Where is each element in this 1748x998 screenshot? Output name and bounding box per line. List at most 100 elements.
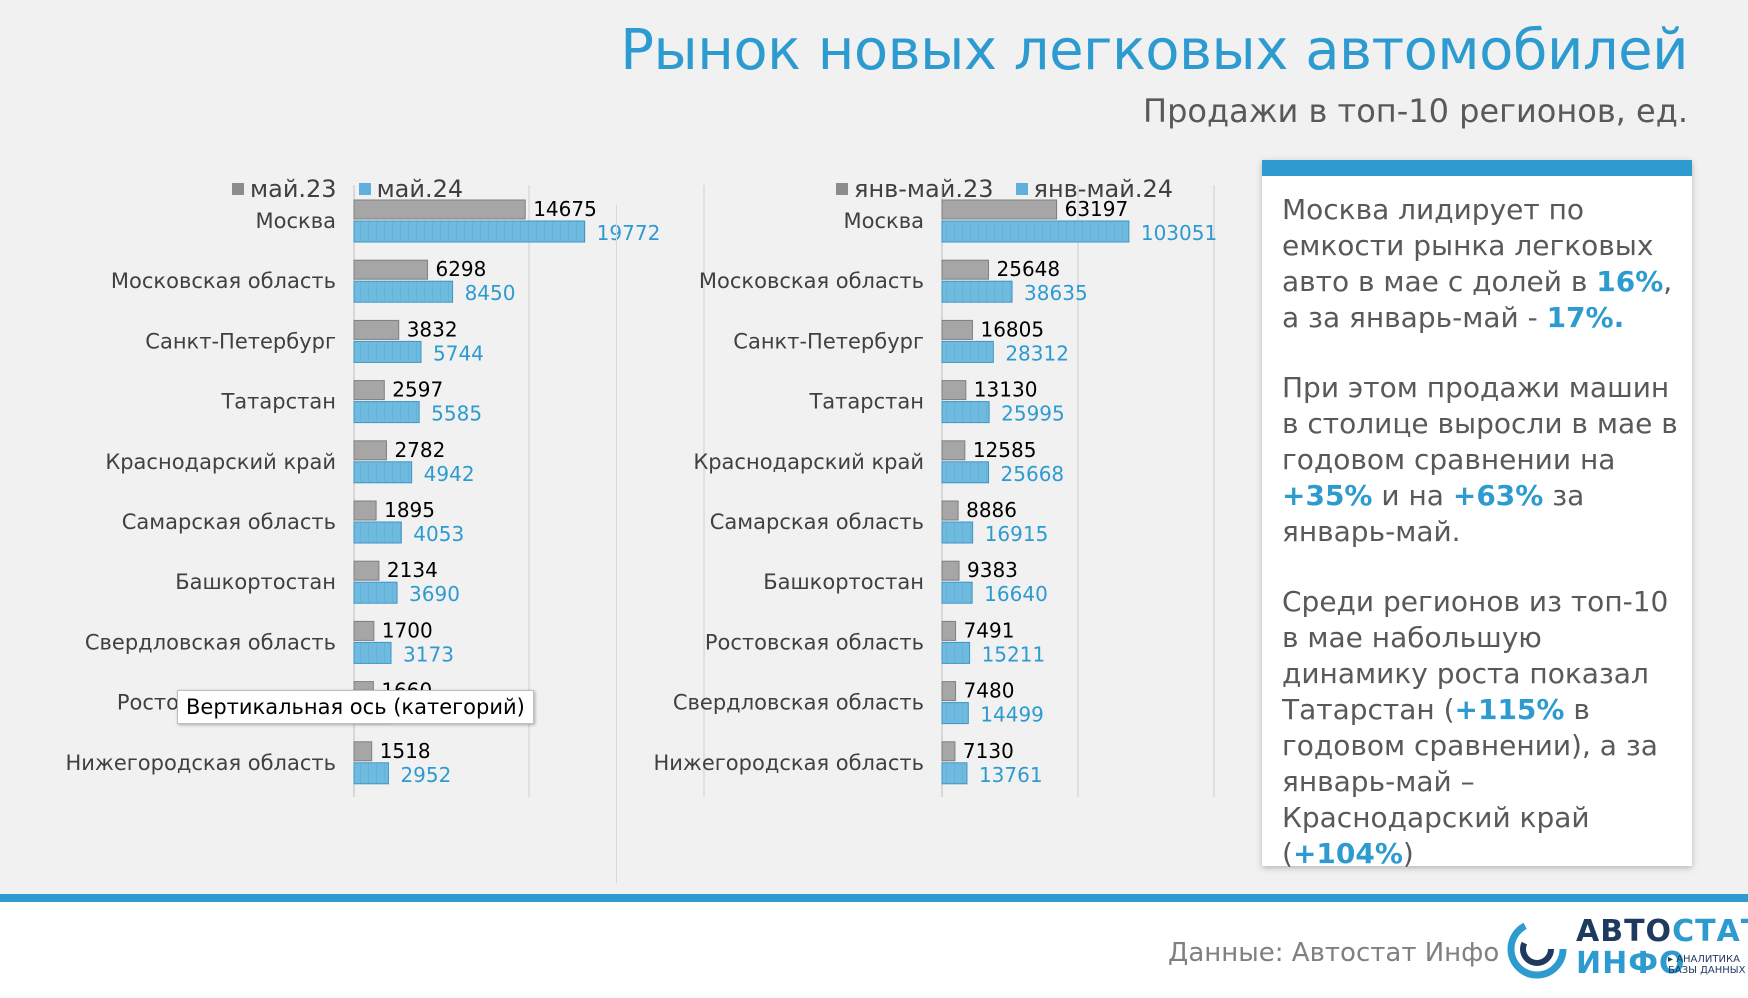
category-label: Ростовская область — [705, 630, 924, 654]
category-label: Самарская область — [710, 510, 924, 534]
data-label-prev: 13130 — [974, 378, 1038, 402]
chart-jan-may[interactable]: Москва 63197 103051 Московская область 25648… — [586, 150, 1226, 890]
data-label-curr: 25995 — [1001, 402, 1065, 426]
footer-band — [0, 894, 1748, 902]
bar-curr — [941, 702, 969, 725]
bar-curr — [353, 521, 402, 544]
data-label-prev: 2597 — [392, 378, 443, 402]
data-label-prev: 7130 — [963, 739, 1014, 763]
bar-curr — [353, 220, 586, 243]
data-label-prev: 3832 — [407, 317, 458, 341]
footer — [0, 902, 1748, 998]
bar-curr — [941, 401, 990, 424]
data-label-prev: 6298 — [435, 257, 486, 281]
logo-tagline: ▸ АНАЛИТИКА БАЗЫ ДАННЫХ — [1668, 954, 1746, 976]
data-label-prev: 25648 — [997, 257, 1061, 281]
category-label: Башкортостан — [763, 570, 924, 594]
data-label-curr: 28312 — [1005, 341, 1069, 365]
data-label-curr: 3173 — [403, 642, 454, 666]
data-label-prev: 1518 — [380, 739, 431, 763]
bar-curr — [941, 220, 1130, 243]
legend-item-curr[interactable]: май.24 — [358, 175, 463, 203]
bar-curr — [941, 641, 971, 664]
chart-divider — [616, 205, 617, 883]
legend-label-prev: май.23 — [250, 175, 337, 203]
bar-prev — [353, 380, 385, 401]
bar-curr — [941, 762, 968, 785]
commentary-paragraph-3: Среди регионов из топ-10 в мае набольшую… — [1282, 585, 1669, 870]
category-label: Санкт-Петербург — [145, 329, 336, 353]
data-label-prev: 16805 — [980, 317, 1044, 341]
chart1-legend[interactable]: май.23 май.24 — [232, 175, 463, 203]
data-label-prev: 8886 — [966, 498, 1017, 522]
logo-text-line2: ИНФО — [1576, 946, 1686, 981]
bar-prev — [941, 741, 956, 762]
bar-prev — [353, 319, 400, 340]
data-label-curr: 4053 — [413, 522, 464, 546]
legend-item-prev[interactable]: янв-май.23 — [836, 175, 994, 203]
data-label-curr: 16640 — [984, 582, 1048, 606]
logo-swirl-icon — [1507, 919, 1567, 979]
data-label-curr: 15211 — [982, 642, 1046, 666]
bar-prev — [941, 500, 959, 521]
category-label: Свердловская область — [673, 691, 924, 715]
bar-curr — [941, 340, 994, 363]
bar-prev — [353, 259, 428, 280]
bar-prev — [353, 620, 375, 641]
category-label: Краснодарский край — [693, 450, 924, 474]
data-label-curr: 38635 — [1024, 281, 1088, 305]
legend-swatch-prev — [232, 183, 244, 195]
chart-may[interactable]: Москва 14675 19772 Московская область 6298 84… — [0, 150, 705, 890]
commentary-box[interactable]: Москва лидирует по емкости рынка легковы… — [1262, 160, 1692, 870]
data-label-prev: 14675 — [533, 197, 597, 221]
bar-curr — [353, 641, 392, 664]
slide-title: Рынок новых легковых автомобилей — [620, 18, 1688, 83]
bar-prev — [941, 199, 1058, 220]
data-label-prev: 7491 — [964, 618, 1015, 642]
bar-curr — [353, 280, 454, 303]
data-label-prev: 2782 — [394, 438, 445, 462]
chart-jan-may-svg[interactable]: Москва 63197 103051 Московская область 25648… — [586, 150, 1226, 890]
bar-curr — [353, 401, 420, 424]
bar-prev — [353, 440, 387, 461]
category-label: Башкортостан — [175, 570, 336, 594]
legend-swatch-prev — [836, 183, 848, 195]
bar-prev — [353, 500, 377, 521]
data-label-curr: 103051 — [1141, 221, 1217, 245]
data-label-prev: 12585 — [973, 438, 1037, 462]
bar-prev — [353, 741, 373, 762]
data-label-prev: 2134 — [387, 558, 438, 582]
category-label: Краснодарский край — [105, 450, 336, 474]
data-label-prev: 63197 — [1065, 197, 1129, 221]
slide-subtitle: Продажи в топ-10 регионов, ед. — [1143, 92, 1688, 130]
bar-prev — [941, 681, 957, 702]
data-label-curr: 13761 — [979, 763, 1043, 787]
bar-curr — [353, 340, 422, 363]
commentary-paragraph-2: При этом продажи машин в столице выросли… — [1282, 371, 1678, 548]
category-label: Нижегородская область — [65, 751, 336, 775]
data-label-prev: 9383 — [967, 558, 1018, 582]
category-label: Москва — [844, 209, 924, 233]
data-label-curr: 8450 — [465, 281, 516, 305]
legend-swatch-curr — [358, 183, 371, 195]
legend-label-prev: янв-май.23 — [854, 175, 994, 203]
bar-curr — [941, 521, 974, 544]
data-label-prev: 1895 — [384, 498, 435, 522]
legend-swatch-curr — [1015, 183, 1028, 195]
category-label: Санкт-Петербург — [733, 329, 924, 353]
bar-prev — [941, 319, 973, 340]
legend-item-prev[interactable]: май.23 — [232, 175, 337, 203]
legend-item-curr[interactable]: янв-май.24 — [1015, 175, 1173, 203]
logo-text-line1: АВТОСТАТ — [1576, 914, 1748, 949]
axis-tooltip: Вертикальная ось (категорий) — [177, 690, 534, 724]
bar-prev — [941, 440, 966, 461]
bar-prev — [941, 259, 990, 280]
bar-prev — [353, 199, 526, 220]
data-label-prev: 7480 — [964, 679, 1015, 703]
bar-prev — [941, 380, 967, 401]
chart2-legend[interactable]: янв-май.23 янв-май.24 — [836, 175, 1173, 203]
data-label-curr: 2952 — [400, 763, 451, 787]
bar-curr — [941, 280, 1013, 303]
